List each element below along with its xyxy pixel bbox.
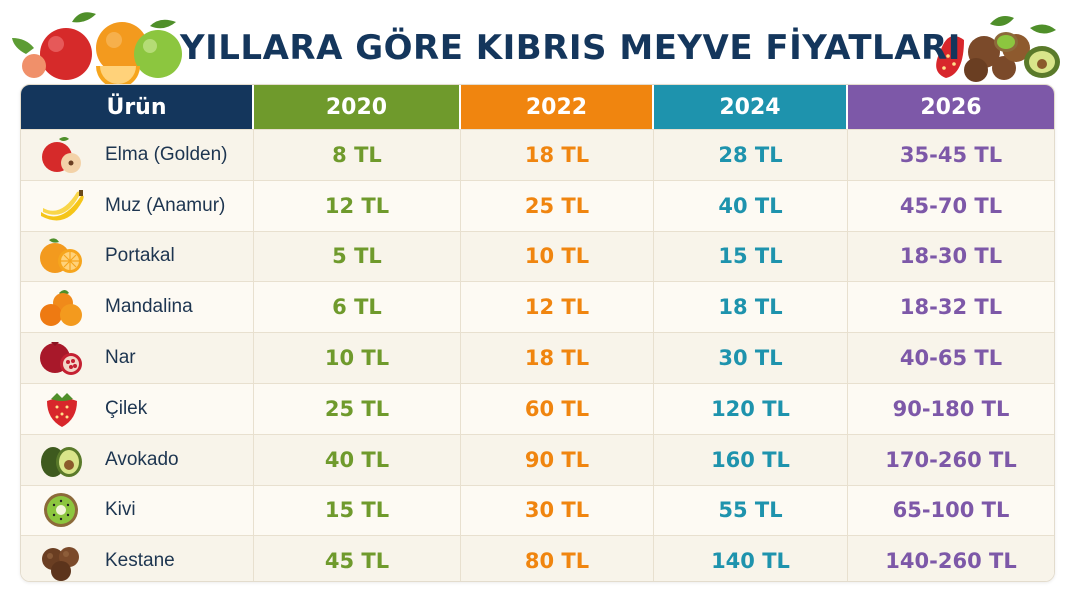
header-2020: 2020 <box>254 85 461 129</box>
price-2022: 90 TL <box>461 434 654 485</box>
table-row: Kivi 15 TL 30 TL 55 TL 65-100 TL <box>21 484 1054 536</box>
price-2026: 40-65 TL <box>899 346 1003 371</box>
price-2024: 40 TL <box>654 180 848 231</box>
price-2020: 12 TL <box>254 180 461 231</box>
price-2024: 160 TL <box>654 434 848 485</box>
fruit-cluster-right-icon <box>936 16 1060 82</box>
orange-icon <box>40 238 82 274</box>
table-row: Avokado 40 TL 90 TL 160 TL 170-260 TL <box>21 433 1054 485</box>
price-2022: 60 TL <box>461 383 654 434</box>
kiwi-icon <box>44 493 78 528</box>
price-2020: 5 TL <box>254 231 461 282</box>
fruit-cluster-left-icon <box>12 12 182 84</box>
apple-icon <box>42 136 81 173</box>
price-2022: 25 TL <box>461 180 654 231</box>
price-2024: 18 TL <box>654 282 848 333</box>
product-name: Çilek <box>105 397 148 419</box>
product-cell: Kestane <box>21 536 254 581</box>
product-cell: Portakal <box>21 231 254 282</box>
price-2026: 18-32 TL <box>899 295 1003 320</box>
header-2026: 2026 <box>848 85 1054 129</box>
price-2026: 170-260 TL <box>885 447 1017 472</box>
product-cell: Mandalina <box>21 282 254 333</box>
product-name: Muz (Anamur) <box>105 194 226 216</box>
price-2024: 28 TL <box>654 130 848 180</box>
price-2022: 10 TL <box>461 231 654 282</box>
pomegranate-icon <box>40 342 82 376</box>
price-2022: 18 TL <box>461 130 654 180</box>
price-2026: 45-70 TL <box>899 193 1003 218</box>
product-cell: Nar <box>21 333 254 383</box>
product-cell: Muz (Anamur) <box>21 180 254 231</box>
price-2020: 8 TL <box>254 130 461 180</box>
product-cell: Elma (Golden) <box>21 130 254 180</box>
avocado-icon <box>41 446 82 477</box>
price-2026: 65-100 TL <box>892 498 1010 523</box>
price-2024: 30 TL <box>654 333 848 383</box>
price-2026: 35-45 TL <box>899 142 1003 167</box>
price-2020: 40 TL <box>254 434 461 485</box>
tangerine-icon <box>40 290 82 327</box>
price-2024: 140 TL <box>654 536 848 581</box>
table-row: Portakal 5 TL 10 TL 15 TL 18-30 TL <box>21 230 1054 282</box>
price-2020: 6 TL <box>254 282 461 333</box>
header-2022: 2022 <box>461 85 654 129</box>
page-title: YILLARA GÖRE KIBRIS MEYVE FİYATLARI <box>180 28 961 68</box>
table-row: Muz (Anamur) 12 TL 25 TL 40 TL 45-70 TL <box>21 179 1054 231</box>
table-header: Ürün 2020 2022 2024 2026 <box>21 85 1054 129</box>
price-table: Ürün 2020 2022 2024 2026 Elma (Golden) 8… <box>20 84 1055 582</box>
price-2026: 18-30 TL <box>899 244 1003 269</box>
table-row: Elma (Golden) 8 TL 18 TL 28 TL 35-45 TL <box>21 129 1054 180</box>
table-row: Çilek 25 TL 60 TL 120 TL 90-180 TL <box>21 382 1054 434</box>
price-2024: 120 TL <box>654 383 848 434</box>
product-name: Elma (Golden) <box>105 143 228 165</box>
product-name: Portakal <box>105 245 175 267</box>
price-2020: 25 TL <box>254 383 461 434</box>
price-2022: 12 TL <box>461 282 654 333</box>
price-2024: 55 TL <box>654 485 848 536</box>
product-cell: Avokado <box>21 434 254 485</box>
price-2024: 15 TL <box>654 231 848 282</box>
price-2022: 30 TL <box>461 485 654 536</box>
price-2020: 15 TL <box>254 485 461 536</box>
price-2020: 10 TL <box>254 333 461 383</box>
product-name: Kestane <box>105 550 175 572</box>
table-row: Nar 10 TL 18 TL 30 TL 40-65 TL <box>21 332 1054 383</box>
price-2026: 90-180 TL <box>892 396 1010 421</box>
banana-icon <box>41 189 84 221</box>
product-cell: Kivi <box>21 485 254 536</box>
strawberry-icon <box>47 392 77 427</box>
header-product: Ürün <box>21 85 254 129</box>
table-row: Mandalina 6 TL 12 TL 18 TL 18-32 TL <box>21 281 1054 333</box>
product-name: Kivi <box>105 499 136 521</box>
price-2020: 45 TL <box>254 536 461 581</box>
header-2024: 2024 <box>654 85 848 129</box>
product-name: Avokado <box>105 448 179 470</box>
product-name: Mandalina <box>105 296 193 318</box>
product-name: Nar <box>105 347 136 369</box>
price-2026: 140-260 TL <box>885 549 1017 574</box>
chestnut-icon <box>42 547 79 581</box>
table-row: Kestane 45 TL 80 TL 140 TL 140-260 TL <box>21 535 1054 581</box>
product-cell: Çilek <box>21 383 254 434</box>
price-2022: 80 TL <box>461 536 654 581</box>
price-2022: 18 TL <box>461 333 654 383</box>
